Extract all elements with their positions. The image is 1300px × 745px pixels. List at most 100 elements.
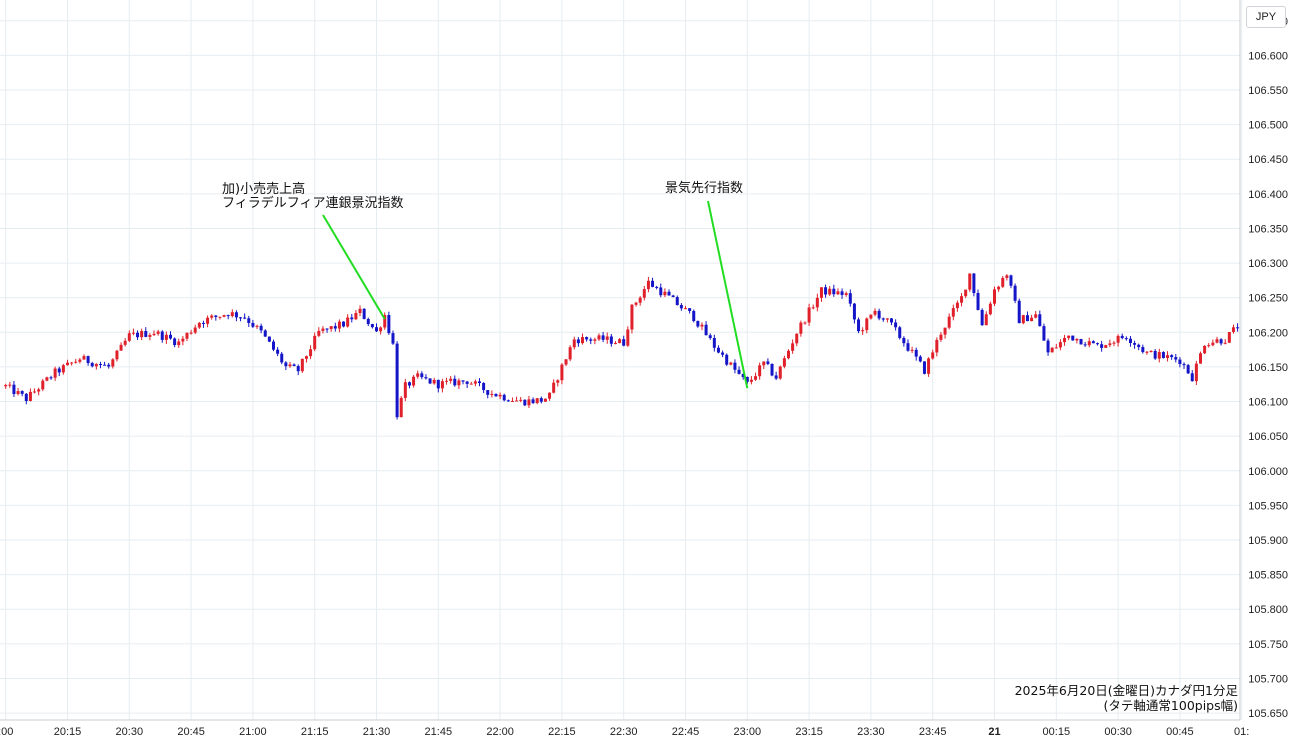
- candle: [1170, 354, 1174, 360]
- candle: [239, 316, 243, 322]
- candle: [1128, 335, 1132, 347]
- candle: [1038, 310, 1042, 327]
- candle: [304, 355, 308, 363]
- candle: [33, 388, 37, 394]
- candle: [667, 289, 671, 296]
- candle: [1054, 343, 1058, 349]
- y-tick-label: 106.200: [1248, 327, 1288, 339]
- candle: [131, 328, 135, 336]
- y-tick-label: 106.500: [1248, 120, 1288, 132]
- x-tick-label: 21: [988, 726, 1000, 738]
- candle: [28, 388, 32, 402]
- candle: [317, 327, 321, 338]
- candle: [177, 338, 181, 348]
- candle: [461, 380, 465, 385]
- candle: [1017, 298, 1021, 324]
- candle: [94, 363, 98, 370]
- candle: [605, 332, 609, 344]
- candle: [857, 317, 861, 334]
- candle: [782, 355, 786, 369]
- candle: [1161, 351, 1165, 359]
- candle: [337, 319, 341, 333]
- candle: [494, 393, 498, 397]
- candle: [560, 363, 564, 385]
- candle: [651, 277, 655, 288]
- x-tick-label: 21:30: [363, 726, 391, 738]
- candle: [1174, 353, 1178, 363]
- candle: [424, 374, 428, 380]
- candle: [745, 376, 749, 385]
- y-tick-label: 106.150: [1248, 362, 1288, 374]
- caption-line-2: (タテ軸通常100pips幅): [1104, 698, 1238, 713]
- candle: [906, 339, 910, 352]
- candle: [997, 285, 1001, 292]
- candle: [115, 349, 119, 362]
- candle: [873, 308, 877, 317]
- candle: [824, 284, 828, 298]
- candle: [399, 396, 403, 418]
- candle: [688, 308, 692, 314]
- x-tick-label: 23:00: [734, 726, 762, 738]
- y-tick-label: 105.800: [1248, 604, 1288, 616]
- candle: [638, 296, 642, 306]
- candle: [960, 293, 964, 307]
- candle: [1236, 323, 1240, 332]
- candle: [692, 309, 696, 323]
- candle: [515, 396, 519, 402]
- candle: [564, 358, 568, 367]
- candle: [226, 314, 230, 320]
- y-tick-label: 106.550: [1248, 85, 1288, 97]
- x-tick-label: 21:45: [425, 726, 453, 738]
- candle: [1219, 338, 1223, 346]
- y-tick-label: 105.950: [1248, 500, 1288, 512]
- candle: [861, 327, 865, 335]
- candle: [45, 376, 49, 382]
- candle: [725, 353, 729, 366]
- candle: [387, 311, 391, 335]
- candle: [1030, 314, 1034, 322]
- candle: [189, 329, 193, 335]
- candle: [181, 335, 185, 346]
- candle: [663, 288, 667, 298]
- candle: [836, 288, 840, 296]
- y-tick-label: 105.900: [1248, 535, 1288, 547]
- candle: [1116, 334, 1120, 347]
- candle: [721, 350, 725, 358]
- candle: [993, 286, 996, 306]
- candle: [609, 333, 613, 347]
- candle: [795, 333, 799, 347]
- candle: [1231, 324, 1235, 334]
- candle: [119, 342, 123, 351]
- currency-label[interactable]: JPY: [1246, 6, 1286, 28]
- candle: [832, 284, 836, 297]
- candle: [910, 346, 914, 354]
- candle: [684, 305, 687, 310]
- candle: [86, 355, 90, 366]
- candle: [41, 378, 45, 392]
- candle: [98, 361, 102, 369]
- candle: [1100, 340, 1104, 352]
- candle: [350, 313, 354, 323]
- candle: [1025, 311, 1029, 322]
- y-tick-label: 106.000: [1248, 466, 1288, 478]
- candle: [964, 289, 968, 299]
- candle: [284, 361, 288, 371]
- candle: [737, 366, 741, 375]
- candle: [280, 351, 284, 365]
- candle: [754, 372, 758, 381]
- candle: [296, 364, 300, 376]
- candle: [1001, 275, 1005, 289]
- candle: [1207, 342, 1211, 348]
- candle: [646, 276, 650, 293]
- candle: [230, 309, 234, 318]
- candle: [1021, 314, 1025, 325]
- x-tick-label: 00:15: [1043, 726, 1071, 738]
- candle: [1227, 331, 1231, 343]
- candle: [1104, 344, 1108, 349]
- candle: [24, 392, 28, 405]
- candle: [589, 337, 593, 345]
- candle: [749, 376, 753, 385]
- candle: [708, 333, 712, 340]
